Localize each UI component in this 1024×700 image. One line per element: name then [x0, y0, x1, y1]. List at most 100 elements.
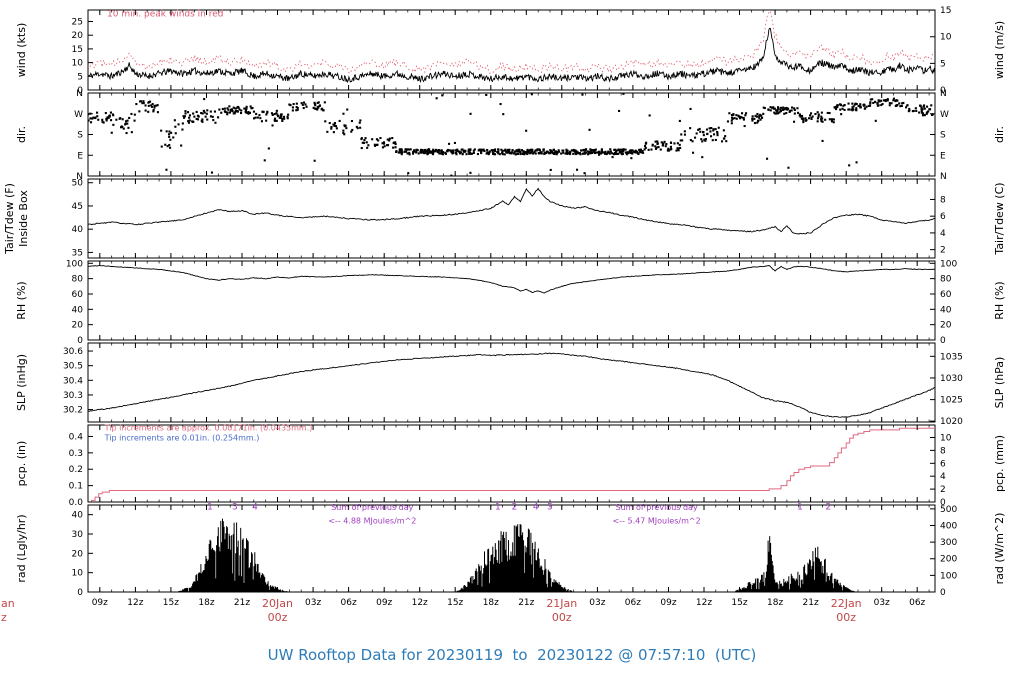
annotation-rad-5: 4	[533, 502, 539, 512]
date-label-hour: 00z	[268, 611, 288, 624]
axis-label-right-dir: dir.	[993, 126, 1006, 143]
y-tick-label-left: 0.1	[69, 482, 83, 492]
panel-border-rh	[87, 260, 936, 341]
y-tick-label-right: 8	[940, 195, 946, 205]
x-tick-label: 03z	[874, 598, 890, 608]
annotation-wind-0: 10 min. peak winds in red	[107, 9, 224, 19]
y-tick-label-left: 20	[72, 321, 84, 331]
wind-direction-scatter	[88, 93, 934, 176]
y-tick-label-left: 40	[72, 225, 84, 235]
y-tick-label-right: 1030	[940, 374, 963, 384]
y-tick-label-right: 500	[940, 505, 957, 515]
y-tick-label-left: 30.4	[63, 376, 83, 386]
y-tick-label-left: N	[76, 172, 83, 182]
annotation-rad-1: 3	[232, 502, 238, 512]
axis-label-right-slp: SLP (hPa)	[993, 357, 1006, 409]
x-major-ticks	[99, 261, 918, 340]
precip-accumulation-trace	[88, 427, 935, 502]
y-tick-label-left: 15	[72, 45, 83, 55]
y-tick-label-left: 0.2	[69, 465, 83, 475]
x-major-ticks	[99, 505, 918, 592]
x-tick-label: 12z	[412, 598, 428, 608]
y-tick-label-right: 8	[940, 446, 946, 456]
x-tick-label: 15z	[447, 598, 463, 608]
axis-label-left-dir-0: dir.	[15, 126, 28, 143]
axis-label-right-rh: RH (%)	[993, 281, 1006, 319]
y-tick-label-right: N	[940, 89, 947, 99]
axis-label-left-rh-0: RH (%)	[15, 281, 28, 319]
y-tick-label-right: 6	[940, 459, 946, 469]
y-tick-label-right: 4	[940, 229, 946, 239]
x-tick-label: 06z	[341, 598, 357, 608]
panel-pcp: 0.0 0.1 0.2 0.3 0.4 0 2 4 6 8 10 pcp. (in) pcp. (mm)…	[15, 423, 1006, 508]
axis-label-left-tair-1: Inside Box	[17, 190, 30, 247]
x-tick-label: 15z	[731, 598, 747, 608]
y-tick-label-left: 10	[72, 59, 84, 69]
y-tick-label-right: 2	[940, 485, 946, 495]
x-tick-label: 15z	[163, 598, 179, 608]
x-major-ticks	[99, 10, 918, 90]
x-major-ticks	[99, 93, 918, 176]
y-tick-label-left: 20	[72, 31, 84, 41]
y-tick-label-left: 50	[72, 179, 84, 189]
panel-tair: 35 40 45 50 2 4 6 8 Tair/Tdew (F) Inside Box Tair/…	[3, 178, 1006, 259]
y-tick-label-right: 100	[940, 571, 957, 581]
x-tick-label: 12z	[127, 598, 143, 608]
y-tick-label-left: 30.2	[63, 406, 83, 416]
y-tick-label-right: 100	[940, 259, 957, 269]
relative-humidity-trace	[88, 264, 935, 294]
y-tick-label-left: 30.5	[63, 362, 83, 372]
y-tick-label-left: 100	[66, 259, 83, 269]
y-tick-label-right: 1035	[940, 352, 963, 362]
axis-label-left-tair-0: Tair/Tdew (F)	[3, 183, 16, 255]
y-tick-label-left: 0	[77, 86, 83, 96]
date-label: 20Jan	[262, 597, 293, 610]
x-tick-label: 21z	[803, 598, 819, 608]
y-tick-label-left: 30.6	[63, 347, 83, 357]
y-tick-label-right: 1025	[940, 396, 963, 406]
panel-wind: 0 5 10 15 20 25 0 5 10 15 wind (kts) wind (m/s) 10 m…	[15, 6, 1006, 96]
y-tick-label-right: 10	[940, 33, 952, 43]
y-tick-label-right: 0	[940, 588, 946, 598]
panel-rh: 0 20 40 60 80 100 0 20 40 60 80 100 RH (%) RH (%)	[15, 259, 1006, 346]
annotation-pcp-0: Tip increments are approx. 0.00171in. (0…	[104, 423, 313, 432]
panel-border-slp	[87, 342, 936, 423]
y-tick-label-left: 0	[77, 336, 83, 346]
y-tick-label-right: 10	[940, 434, 952, 444]
annotation-rad-9: Sum of previous day	[331, 503, 413, 512]
axis-label-right-wind: wind (m/s)	[993, 21, 1006, 79]
y-tick-label-left: 40	[72, 305, 84, 315]
wind-peak-trace	[88, 10, 934, 75]
y-tick-label-right: S	[940, 131, 946, 141]
y-tick-label-left: 30.3	[63, 391, 83, 401]
x-tick-label: 09z	[660, 598, 676, 608]
y-tick-label-left: 60	[72, 290, 84, 300]
y-tick-label-left: 0.0	[69, 498, 84, 508]
x-tick-label: 18z	[767, 598, 783, 608]
x-tick-label: 21z	[234, 598, 250, 608]
y-tick-label-left: 80	[72, 275, 84, 285]
x-tick-label: 03z	[305, 598, 321, 608]
y-tick-label-left: 0	[77, 588, 83, 598]
y-tick-label-right: 300	[940, 538, 957, 548]
y-tick-label-right: 400	[940, 521, 957, 531]
x-tick-label: 06z	[625, 598, 641, 608]
date-label: 21Jan	[546, 597, 577, 610]
annotation-rad-8: 2	[826, 502, 832, 512]
axis-label-right-rad: rad (W/m^2)	[993, 513, 1006, 585]
y-tick-label-right: 5	[940, 59, 946, 69]
y-tick-label-left: 30	[72, 530, 84, 540]
x-major-ticks	[99, 425, 918, 502]
annotation-rad-3: 1	[495, 502, 501, 512]
annotation-rad-7: 1	[797, 502, 803, 512]
y-tick-label-left: 20	[72, 549, 84, 559]
x-tick-label: 06z	[909, 598, 925, 608]
y-tick-label-left: 10	[72, 569, 84, 579]
y-tick-label-left: N	[76, 89, 83, 99]
x-tick-label: 18z	[198, 598, 214, 608]
y-tick-label-right: N	[940, 172, 947, 182]
y-tick-label-left: 5	[77, 72, 83, 82]
y-tick-label-left: W	[74, 110, 83, 120]
